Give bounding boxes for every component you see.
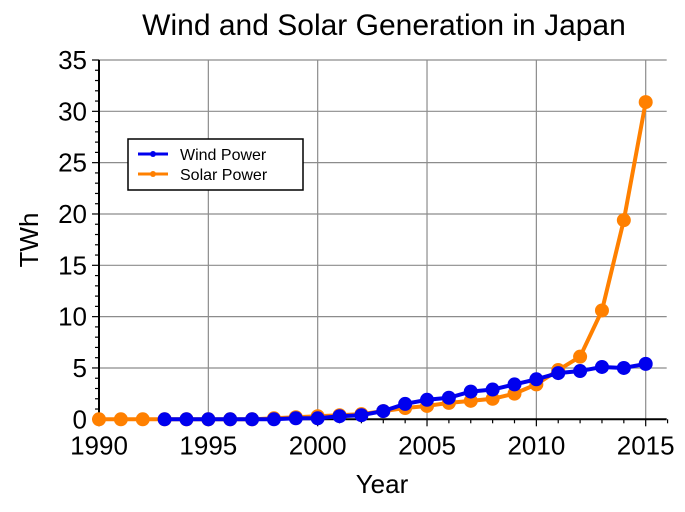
x-tick-label: 2005 (398, 430, 456, 460)
legend-label-solar: Solar Power (180, 167, 268, 184)
data-point (266, 412, 281, 427)
data-point (223, 412, 238, 427)
y-tick-label: 10 (58, 302, 87, 332)
gridlines (99, 59, 667, 420)
legend-label-wind: Wind Power (180, 147, 267, 164)
data-point (507, 377, 522, 392)
data-point (288, 411, 303, 426)
data-point (551, 366, 566, 381)
data-point (441, 390, 456, 405)
legend-marker-wind (150, 151, 156, 157)
legend-marker-solar (150, 171, 156, 177)
data-point (398, 396, 413, 411)
data-point (310, 411, 325, 426)
data-point (463, 384, 478, 399)
x-tick-label: 1995 (179, 430, 237, 460)
legend: Wind Power Solar Power (127, 138, 304, 191)
data-point (573, 349, 588, 364)
y-axis-label: TWh (14, 213, 44, 268)
data-point (354, 408, 369, 423)
y-tick-label: 15 (58, 250, 87, 280)
series-wind-power (157, 356, 653, 427)
data-point (638, 356, 653, 371)
data-point (594, 359, 609, 374)
data-point (594, 303, 609, 318)
data-point (135, 412, 150, 427)
tick-labels: 0 5 10 15 20 25 30 35 1990 1995 2000 2005 2010 2015 (58, 45, 675, 460)
y-tick-label: 25 (58, 148, 87, 178)
legend-box (127, 138, 304, 191)
data-point (616, 360, 631, 375)
y-tick-label: 0 (73, 404, 87, 434)
data-point (113, 412, 128, 427)
x-tick-label: 2015 (617, 430, 675, 460)
x-axis-label: Year (356, 469, 409, 499)
y-tick-label: 35 (58, 45, 87, 75)
series-group (92, 95, 653, 427)
chart-title: Wind and Solar Generation in Japan (142, 9, 626, 42)
x-tick-label: 1990 (70, 430, 128, 460)
data-point (332, 409, 347, 424)
data-point (616, 213, 631, 228)
data-point (420, 392, 435, 407)
y-tick-label: 30 (58, 96, 87, 126)
data-point (245, 412, 260, 427)
data-point (573, 364, 588, 379)
data-point (157, 412, 172, 427)
x-tick-label: 2000 (289, 430, 347, 460)
x-tick-label: 2010 (507, 430, 565, 460)
y-tick-label: 20 (58, 199, 87, 229)
data-point (529, 372, 544, 387)
data-point (638, 95, 653, 110)
data-point (179, 412, 194, 427)
y-tick-label: 5 (73, 353, 87, 383)
data-point (485, 382, 500, 397)
data-point (376, 404, 391, 419)
data-point (92, 412, 106, 427)
data-point (201, 412, 216, 427)
